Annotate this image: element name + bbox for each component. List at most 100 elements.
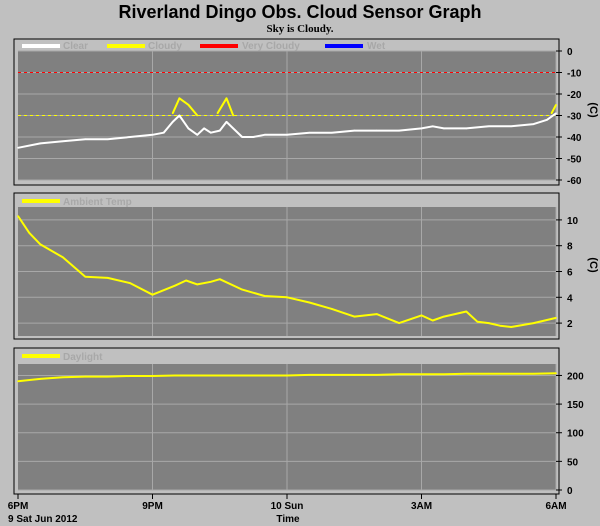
data-point [106, 138, 109, 140]
data-point [174, 284, 176, 287]
panel-sky-temp-frame [13, 38, 560, 186]
data-point [185, 279, 187, 282]
data-point [398, 322, 400, 324]
y-tick-label: 100 [567, 429, 584, 440]
y-tick-label: -50 [567, 155, 582, 166]
data-point [210, 281, 212, 283]
data-point [443, 315, 445, 318]
data-point [241, 288, 243, 291]
data-point [219, 374, 221, 377]
y-tick-label: 150 [567, 400, 584, 411]
legend-label-daylight: Daylight [63, 352, 103, 363]
data-point [465, 372, 468, 375]
data-point [62, 140, 64, 143]
data-point [174, 374, 176, 377]
data-point [196, 114, 199, 117]
data-point [375, 313, 378, 315]
y-tick-label: -60 [567, 176, 582, 187]
legend-label-ambient-temp: Ambient Temp [63, 197, 132, 208]
data-point [225, 121, 228, 123]
data-point [550, 112, 553, 115]
panel-ambient-temp-frame [13, 192, 560, 340]
data-point [431, 319, 434, 322]
ambient-temp-legend: Ambient Temp [22, 197, 132, 208]
chart-title: Riverland Dingo Obs. Cloud Sensor Graph [118, 2, 481, 22]
panel-sky-temp: 0 -10 -20 -30 -40 -50 -60 Clear Cloudy Very Cl… [13, 38, 599, 187]
series-line-ambient-temp [17, 215, 557, 328]
legend-label-wet: Wet [367, 41, 386, 52]
data-point [555, 112, 557, 115]
y-tick-label: 200 [567, 371, 584, 382]
data-point [196, 134, 199, 136]
data-point [353, 315, 356, 318]
data-point [555, 372, 557, 375]
y-tick-label: 8 [567, 242, 573, 253]
y-tick-label: 0 [567, 486, 573, 497]
y-tick-label: -10 [567, 69, 582, 80]
data-point [443, 373, 445, 376]
data-point [263, 374, 266, 377]
y-tick-label: -30 [567, 112, 582, 123]
data-point [331, 308, 333, 310]
data-point [106, 375, 109, 378]
data-point [129, 282, 131, 284]
data-point [375, 374, 378, 376]
data-point [353, 129, 356, 132]
legend-swatch-cloudy [107, 44, 145, 48]
data-point [106, 277, 109, 279]
legend-label-very-cloudy: Very Cloudy [242, 41, 300, 52]
daylight-legend: Daylight [22, 352, 103, 363]
panel-ambient-temp-ticks: 10 8 6 4 2 [556, 216, 579, 330]
y-tick-label: 50 [567, 457, 579, 468]
data-point [546, 119, 548, 121]
data-point [203, 127, 205, 130]
data-point [308, 374, 311, 376]
data-point [28, 232, 31, 234]
x-tick-label: 9PM [142, 501, 163, 512]
data-point [420, 373, 423, 376]
data-point [39, 243, 42, 246]
panel-daylight-ticks: 200 150 100 50 0 [556, 371, 584, 497]
data-point [219, 278, 221, 281]
y-tick-label: 6 [567, 268, 573, 279]
data-point [171, 121, 174, 123]
data-point [286, 374, 288, 377]
data-point [178, 114, 181, 117]
y-tick-label: 2 [567, 319, 573, 330]
data-point [443, 127, 445, 130]
chart-subtitle: Sky is Cloudy. [267, 23, 334, 35]
data-point [308, 301, 311, 304]
legend-label-cloudy: Cloudy [148, 41, 182, 52]
data-point [219, 129, 221, 132]
data-point [476, 321, 479, 323]
data-point [263, 134, 266, 136]
data-point [499, 324, 501, 327]
data-point [510, 125, 512, 128]
data-point [544, 319, 546, 322]
data-point [331, 131, 333, 134]
legend-label-clear: Clear [63, 41, 88, 52]
legend-swatch-very-cloudy [200, 44, 238, 48]
y-tick-label: 10 [567, 216, 579, 227]
y-tick-label: 0 [567, 47, 573, 58]
data-point [171, 112, 174, 115]
data-point [232, 114, 234, 117]
x-axis-title: Time [276, 514, 300, 525]
data-point [151, 293, 154, 296]
legend-swatch-clear [22, 44, 60, 48]
data-point [151, 134, 154, 136]
x-tick-label: 10 Sun [271, 501, 304, 512]
series-line-cloudy [550, 104, 557, 114]
y-tick-label: 4 [567, 293, 573, 304]
data-point [532, 123, 535, 125]
data-point [196, 283, 199, 286]
data-point [353, 374, 356, 376]
data-point [84, 275, 87, 278]
data-point [375, 129, 378, 132]
data-point [151, 375, 154, 377]
sky-temp-legend: Clear Cloudy Very Cloudy Wet [22, 41, 386, 52]
data-point [187, 127, 190, 130]
x-axis-date-label: 9 Sat Jun 2012 [8, 514, 78, 525]
data-point [62, 376, 64, 379]
